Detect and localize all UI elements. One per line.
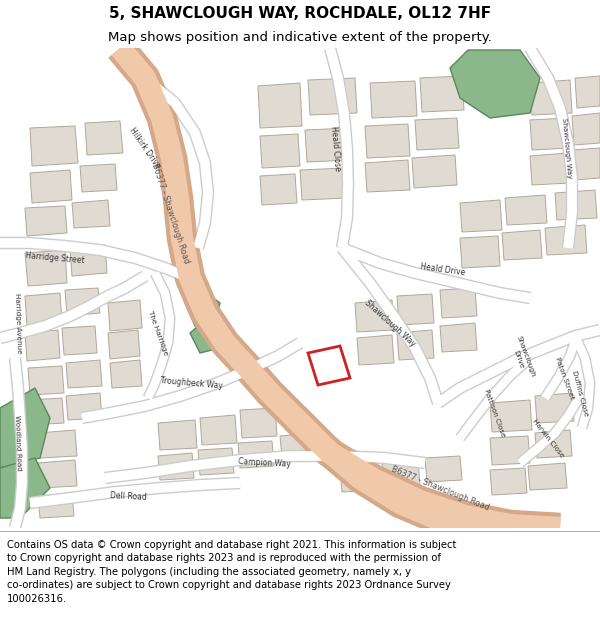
Polygon shape — [0, 388, 50, 468]
Polygon shape — [575, 76, 600, 108]
Polygon shape — [198, 448, 234, 475]
Polygon shape — [545, 225, 587, 255]
Text: Shawclough Way: Shawclough Way — [363, 298, 417, 348]
Polygon shape — [397, 294, 434, 325]
Text: B6377 - Shawclough Road: B6377 - Shawclough Road — [149, 162, 190, 264]
Polygon shape — [25, 250, 67, 286]
Text: Contains OS data © Crown copyright and database right 2021. This information is : Contains OS data © Crown copyright and d… — [7, 539, 457, 604]
Polygon shape — [30, 170, 72, 203]
Polygon shape — [490, 400, 532, 432]
Polygon shape — [258, 83, 302, 128]
Polygon shape — [305, 128, 352, 162]
Polygon shape — [238, 441, 274, 468]
Polygon shape — [70, 245, 107, 276]
Polygon shape — [25, 330, 60, 361]
Polygon shape — [260, 174, 297, 205]
Polygon shape — [440, 288, 477, 318]
Polygon shape — [25, 293, 62, 326]
Text: Campion Way: Campion Way — [238, 457, 292, 469]
Text: Dell Road: Dell Road — [109, 491, 146, 501]
Polygon shape — [440, 323, 477, 352]
Polygon shape — [110, 360, 142, 388]
Polygon shape — [572, 113, 600, 145]
Polygon shape — [555, 190, 597, 220]
Polygon shape — [38, 460, 77, 488]
Text: Troughbeck Way: Troughbeck Way — [160, 376, 224, 390]
Polygon shape — [460, 236, 500, 268]
Polygon shape — [530, 153, 570, 185]
Polygon shape — [158, 420, 197, 450]
Polygon shape — [365, 124, 410, 158]
Text: Harridge Street: Harridge Street — [25, 251, 85, 265]
Polygon shape — [30, 126, 78, 166]
Polygon shape — [66, 393, 102, 420]
Polygon shape — [240, 408, 277, 438]
Text: 5, SHAWCLOUGH WAY, ROCHDALE, OL12 7HF: 5, SHAWCLOUGH WAY, ROCHDALE, OL12 7HF — [109, 6, 491, 21]
Polygon shape — [62, 326, 97, 355]
Polygon shape — [490, 468, 527, 495]
Polygon shape — [280, 433, 317, 458]
Text: Heald Drive: Heald Drive — [420, 262, 466, 278]
Polygon shape — [0, 458, 50, 518]
Polygon shape — [65, 288, 100, 316]
Text: Woodland Road: Woodland Road — [14, 415, 22, 471]
Text: Harridge Avenue: Harridge Avenue — [14, 292, 22, 354]
Polygon shape — [28, 398, 64, 425]
Polygon shape — [300, 168, 347, 200]
Polygon shape — [505, 195, 547, 225]
Polygon shape — [572, 148, 600, 180]
Polygon shape — [490, 436, 530, 465]
Text: B6377 - Shawclough Road: B6377 - Shawclough Road — [389, 464, 490, 512]
Text: Map shows position and indicative extent of the property.: Map shows position and indicative extent… — [108, 31, 492, 44]
Polygon shape — [38, 493, 74, 518]
Polygon shape — [425, 456, 462, 482]
Text: The Harridge: The Harridge — [147, 310, 169, 356]
Text: Pattison Close: Pattison Close — [484, 388, 506, 438]
Polygon shape — [397, 330, 434, 360]
Polygon shape — [357, 335, 394, 365]
Polygon shape — [450, 50, 540, 118]
Polygon shape — [108, 330, 140, 359]
Polygon shape — [66, 360, 102, 388]
Polygon shape — [200, 415, 237, 445]
Text: Hilkirk Drive: Hilkirk Drive — [128, 126, 163, 170]
Polygon shape — [72, 200, 110, 228]
Polygon shape — [528, 463, 567, 490]
Polygon shape — [308, 78, 357, 115]
Polygon shape — [28, 366, 64, 395]
Polygon shape — [108, 300, 142, 331]
Polygon shape — [158, 453, 194, 480]
Polygon shape — [365, 160, 410, 192]
Text: Shawclough Way: Shawclough Way — [562, 118, 572, 179]
Text: Shawclough
Drive: Shawclough Drive — [508, 336, 536, 381]
Polygon shape — [420, 76, 464, 112]
Polygon shape — [530, 80, 572, 115]
Polygon shape — [25, 206, 67, 236]
Polygon shape — [530, 118, 570, 150]
Polygon shape — [415, 118, 459, 150]
Polygon shape — [535, 393, 574, 423]
Polygon shape — [340, 465, 380, 492]
Polygon shape — [38, 430, 77, 458]
Polygon shape — [370, 81, 417, 118]
Polygon shape — [502, 230, 542, 260]
Polygon shape — [460, 200, 502, 232]
Polygon shape — [190, 320, 225, 353]
Polygon shape — [382, 460, 420, 487]
Polygon shape — [260, 134, 300, 168]
Polygon shape — [412, 155, 457, 188]
Text: Duffins Close: Duffins Close — [571, 369, 589, 417]
Polygon shape — [308, 346, 350, 385]
Polygon shape — [85, 121, 123, 155]
Text: Harwin Close: Harwin Close — [531, 418, 565, 458]
Polygon shape — [535, 430, 572, 458]
Polygon shape — [80, 164, 117, 192]
Text: Heald Close: Heald Close — [329, 125, 341, 171]
Polygon shape — [185, 288, 220, 326]
Polygon shape — [355, 300, 394, 332]
Text: Paton Street: Paton Street — [554, 356, 575, 400]
